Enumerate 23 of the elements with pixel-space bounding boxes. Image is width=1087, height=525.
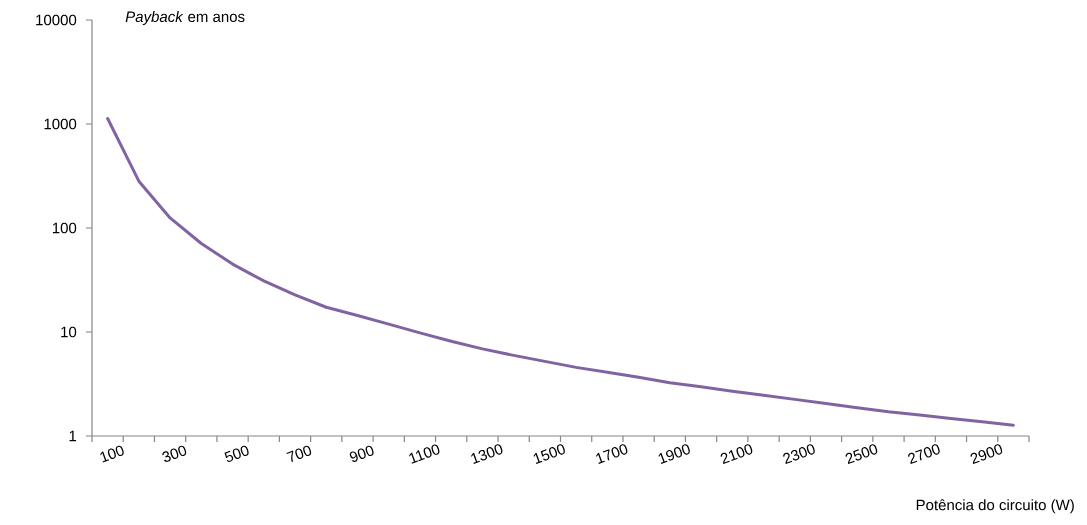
- x-tick-label: 2900: [970, 444, 1003, 465]
- x-tick-label: 2100: [720, 444, 753, 465]
- x-tick-label: 1300: [471, 444, 503, 464]
- x-tick-label: 2300: [783, 444, 815, 465]
- line-series: [106, 116, 1015, 427]
- x-tick-label: 500: [224, 445, 249, 462]
- x-tick-label: 1900: [658, 444, 690, 464]
- y-tick-label: 1: [69, 430, 77, 442]
- x-tick-label: 1700: [596, 444, 628, 464]
- x-axis-title: Potência do circuito (W): [916, 499, 1074, 514]
- x-tick-label: 100: [100, 445, 124, 463]
- y-tick-label: 100: [52, 222, 77, 234]
- x-tick-label: 900: [349, 445, 374, 462]
- x-tick-label: 1100: [409, 444, 440, 464]
- x-tick-label: 2700: [908, 444, 940, 465]
- y-tick-label: 10000: [36, 14, 77, 26]
- y-tick-label: 1000: [44, 118, 77, 130]
- x-tick-label: 1500: [533, 444, 565, 464]
- y-axis-title: Payback em anos: [125, 11, 245, 25]
- x-tick-label: 700: [286, 445, 312, 462]
- x-tick-label: 300: [162, 445, 187, 462]
- x-tick-label: 2500: [845, 444, 878, 465]
- y-tick-label: 10: [61, 326, 77, 338]
